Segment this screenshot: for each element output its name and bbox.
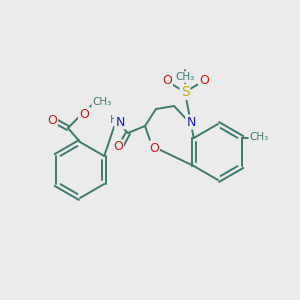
Text: S: S (181, 85, 189, 99)
Text: N: N (186, 116, 196, 128)
Text: CH₃: CH₃ (176, 72, 195, 82)
Text: O: O (149, 142, 159, 154)
Text: H: H (110, 115, 118, 125)
Text: CH₃: CH₃ (92, 97, 112, 107)
Text: O: O (162, 74, 172, 88)
Text: N: N (115, 116, 125, 128)
Text: O: O (47, 113, 57, 127)
Text: O: O (113, 140, 123, 154)
Text: O: O (79, 107, 89, 121)
Text: CH₃: CH₃ (249, 132, 268, 142)
Text: O: O (199, 74, 209, 88)
